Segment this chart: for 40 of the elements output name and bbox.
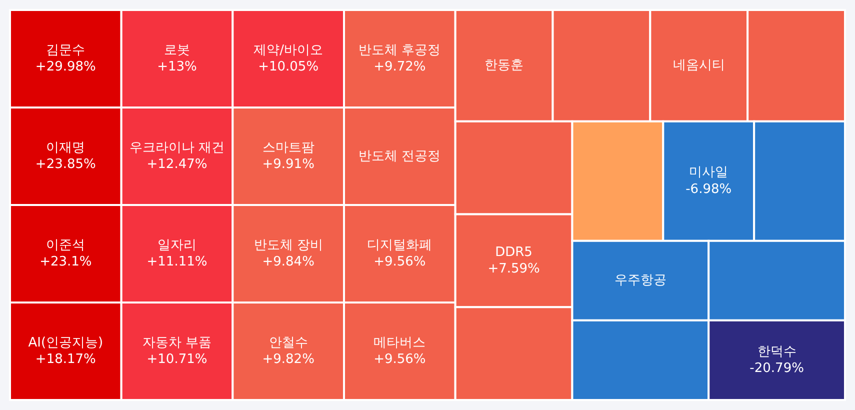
category-label: 반도체 후공정 [358, 42, 441, 58]
category-label: DDR5 [495, 244, 532, 260]
data-label: +29.98% [35, 60, 96, 75]
data-label: +9.82% [262, 352, 314, 368]
data-label: +9.72% [374, 60, 426, 75]
category-label: 메타버스 [374, 335, 426, 350]
category-label: 자동차 부품 [142, 335, 212, 350]
data-label: +10.71% [146, 352, 208, 368]
category-label: 안철수 [268, 335, 308, 350]
data-label: +10.05% [258, 60, 319, 75]
data-label: +18.17% [35, 352, 96, 368]
data-label: +9.56% [374, 352, 426, 368]
category-label: 일자리 [158, 238, 196, 253]
category-label: 반도체 전공정 [358, 148, 441, 164]
category-label: 이준석 [46, 238, 86, 253]
data-label: +7.59% [488, 262, 540, 277]
category-label: 이재명 [46, 140, 86, 156]
category-label: 디지털화폐 [367, 238, 432, 253]
data-label: +13% [157, 60, 197, 75]
category-label: 한동훈 [484, 58, 524, 74]
category-label: 미사일 [689, 165, 728, 180]
category-label: 로봇 [164, 42, 190, 58]
category-label: 김문수 [46, 42, 86, 58]
data-label: +9.84% [262, 254, 314, 270]
data-label: +23.1% [40, 254, 92, 270]
category-label: 우크라이나 재건 [129, 140, 225, 156]
data-label: -6.98% [686, 182, 732, 198]
data-label: +12.47% [146, 157, 208, 172]
data-label: +9.56% [374, 254, 426, 270]
data-label: -20.79% [750, 361, 804, 376]
category-label: 우주항공 [614, 273, 666, 288]
category-label: 네옴시티 [672, 58, 725, 74]
data-label: +11.11% [146, 254, 208, 270]
category-label: 한덕수 [757, 344, 796, 360]
data-label: +23.85% [35, 157, 96, 172]
data-label: +9.91% [262, 157, 314, 172]
category-label: 반도체 장비 [254, 238, 323, 253]
category-label: AI(인공지능) [28, 335, 104, 350]
category-label: 제약/바이오 [254, 42, 324, 58]
category-label: 스마트팜 [262, 140, 314, 156]
